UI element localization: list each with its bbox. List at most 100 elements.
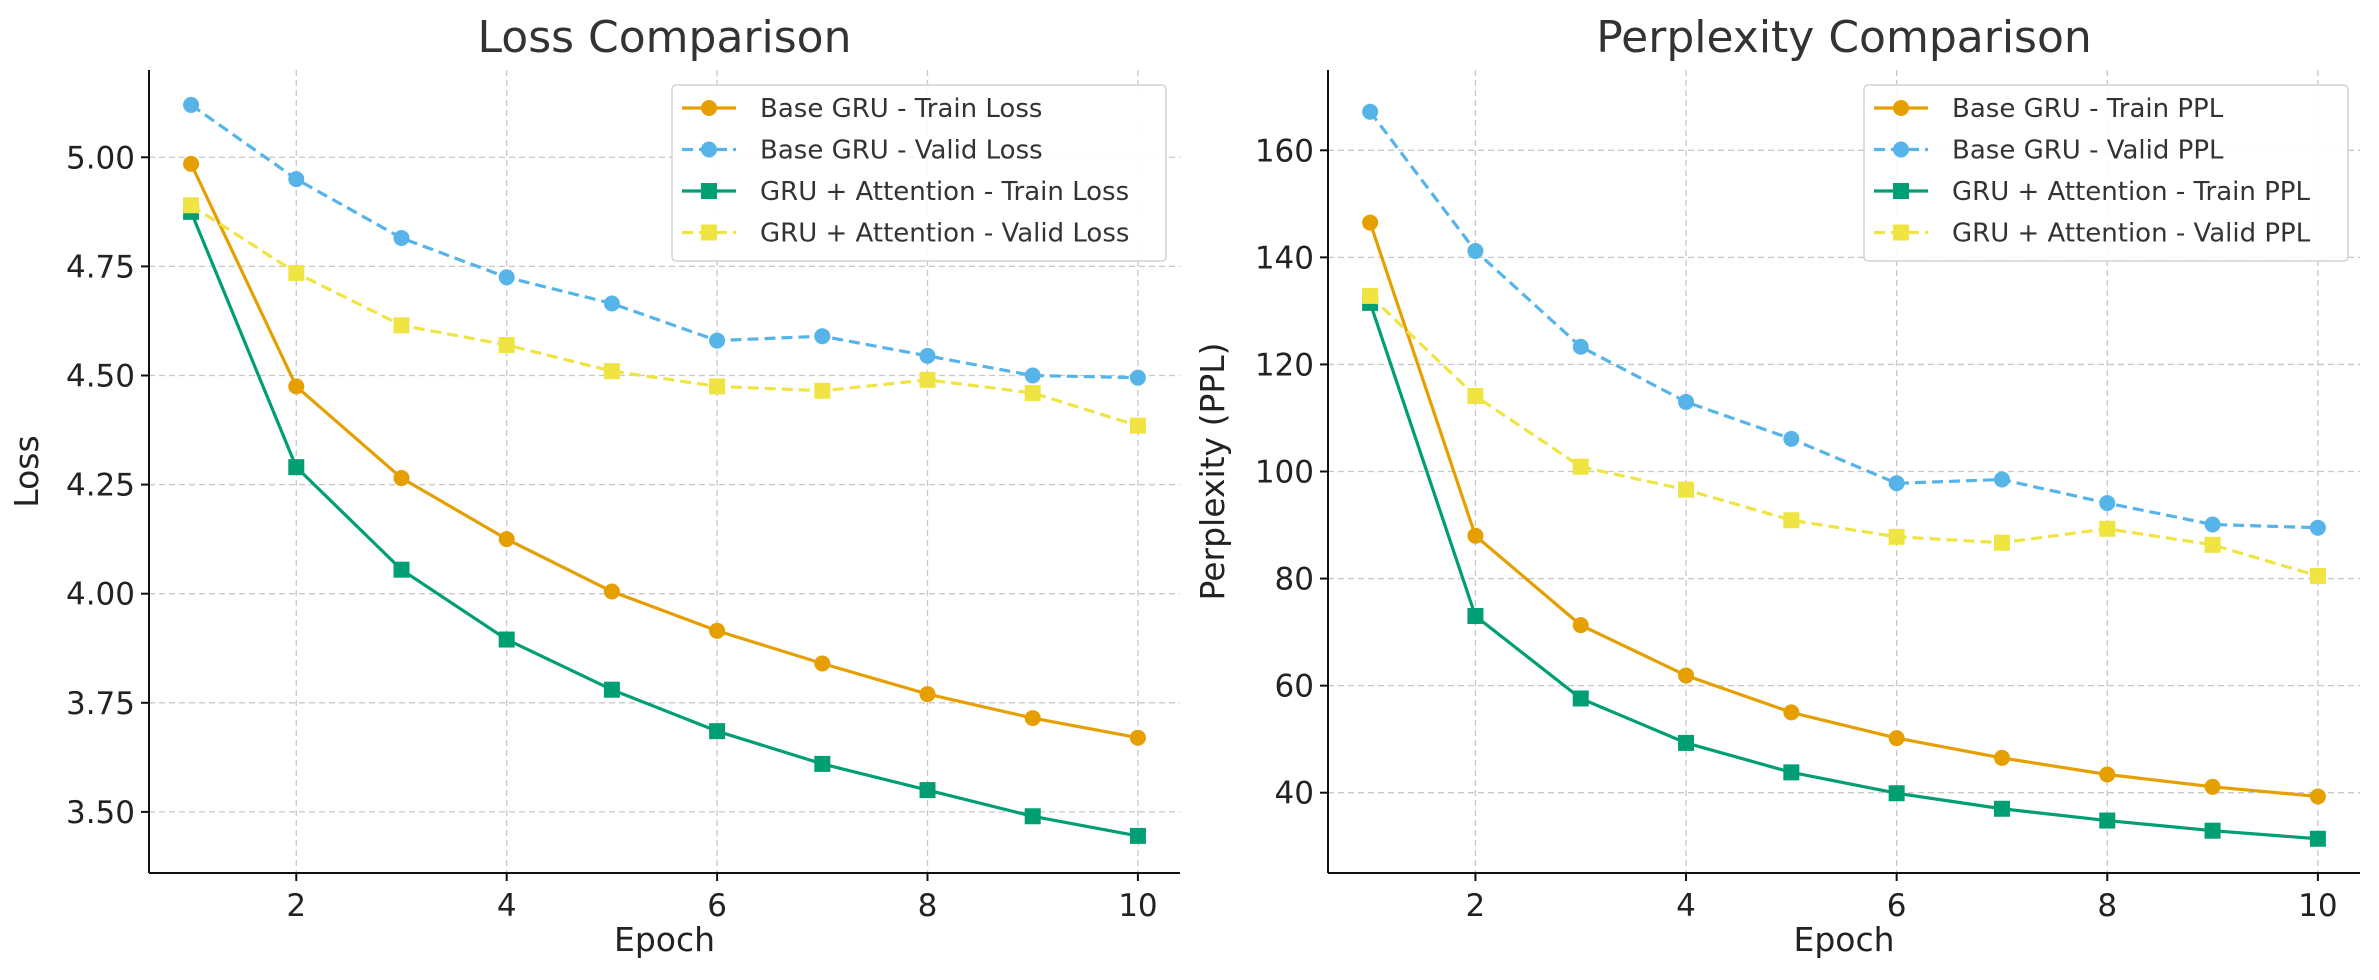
x-axis-label: Epoch bbox=[614, 920, 715, 959]
data-point bbox=[1888, 528, 1905, 545]
legend-label: GRU + Attention - Valid Loss bbox=[760, 219, 1129, 249]
x-tick-label: 4 bbox=[1676, 888, 1696, 924]
y-tick-label: 160 bbox=[1255, 133, 1314, 169]
data-point bbox=[1129, 729, 1146, 746]
y-tick-label: 40 bbox=[1275, 776, 1314, 812]
data-point bbox=[2204, 516, 2221, 533]
y-tick-label: 4.00 bbox=[66, 577, 135, 613]
data-point bbox=[1783, 704, 1800, 721]
data-point bbox=[709, 332, 726, 349]
data-point bbox=[1783, 430, 1800, 447]
data-point bbox=[1572, 617, 1589, 634]
data-point bbox=[498, 269, 515, 286]
legend-label: Base GRU - Valid Loss bbox=[760, 136, 1043, 166]
y-tick-label: 5.00 bbox=[66, 140, 135, 176]
y-tick-label: 4.75 bbox=[66, 249, 135, 285]
y-axis-label: Loss bbox=[7, 435, 46, 507]
data-point bbox=[709, 723, 726, 740]
y-tick-label: 100 bbox=[1255, 455, 1314, 491]
data-point bbox=[183, 197, 200, 214]
data-point bbox=[288, 459, 305, 476]
x-tick-label: 4 bbox=[497, 888, 517, 924]
x-tick-label: 6 bbox=[1887, 888, 1907, 924]
series-line bbox=[1369, 294, 2319, 578]
legend-box bbox=[671, 84, 1167, 262]
data-point bbox=[603, 583, 620, 600]
series-line bbox=[1368, 110, 2318, 530]
series-line bbox=[1368, 222, 2319, 799]
data-point bbox=[1993, 749, 2010, 766]
data-point bbox=[1024, 384, 1041, 401]
data-point bbox=[1783, 512, 1800, 529]
data-point bbox=[288, 171, 305, 188]
data-point bbox=[2099, 520, 2116, 537]
data-point bbox=[393, 561, 410, 578]
data-point bbox=[1024, 367, 1041, 384]
data-point bbox=[2309, 830, 2326, 847]
data-point bbox=[1572, 458, 1589, 475]
data-point bbox=[709, 378, 726, 395]
x-tick-label: 8 bbox=[2097, 888, 2117, 924]
data-point bbox=[1129, 369, 1146, 386]
data-point bbox=[393, 230, 410, 247]
legend-marker bbox=[1893, 224, 1909, 241]
data-point bbox=[1362, 103, 1379, 120]
x-tick-label: 6 bbox=[707, 888, 727, 924]
data-point bbox=[1888, 785, 1905, 802]
x-tick-label: 2 bbox=[286, 888, 306, 924]
data-point bbox=[919, 782, 936, 799]
legend-label: GRU + Attention - Train PPL bbox=[1952, 177, 2310, 207]
series-line bbox=[190, 203, 1139, 428]
data-point bbox=[498, 531, 515, 548]
data-point bbox=[183, 96, 200, 113]
data-point bbox=[2204, 778, 2221, 795]
data-point bbox=[1129, 827, 1146, 844]
legend-marker bbox=[701, 141, 717, 158]
legend-box bbox=[1863, 84, 2349, 262]
data-point bbox=[2099, 495, 2116, 512]
data-point bbox=[1888, 475, 1905, 492]
data-point bbox=[2099, 766, 2116, 783]
legend-label: GRU + Attention - Valid PPL bbox=[1952, 219, 2311, 249]
x-tick-label: 8 bbox=[918, 888, 938, 924]
data-point bbox=[1783, 764, 1800, 781]
data-point bbox=[1362, 214, 1379, 231]
legend-marker bbox=[701, 224, 717, 241]
data-point bbox=[814, 755, 831, 772]
data-point bbox=[2099, 812, 2116, 829]
data-point bbox=[498, 631, 515, 648]
data-point bbox=[919, 347, 936, 364]
data-point bbox=[1678, 667, 1695, 684]
data-point bbox=[2204, 536, 2221, 553]
data-point bbox=[2309, 519, 2326, 536]
x-tick-label: 10 bbox=[2298, 888, 2337, 924]
data-point bbox=[1467, 388, 1484, 405]
chart-title: Perplexity Comparison bbox=[1596, 12, 2092, 63]
data-point bbox=[603, 295, 620, 312]
y-tick-label: 120 bbox=[1255, 347, 1314, 383]
legend-marker bbox=[1893, 100, 1909, 116]
data-point bbox=[1888, 730, 1905, 747]
data-point bbox=[709, 622, 726, 639]
data-point bbox=[814, 328, 831, 345]
y-tick-label: 4.50 bbox=[66, 358, 135, 394]
data-point bbox=[1678, 481, 1695, 498]
x-tick-label: 10 bbox=[1118, 888, 1157, 924]
x-tick-label: 2 bbox=[1466, 888, 1486, 924]
data-point bbox=[1678, 393, 1695, 410]
data-point bbox=[603, 681, 620, 698]
data-point bbox=[393, 317, 410, 334]
data-point bbox=[498, 336, 515, 353]
data-point bbox=[2204, 822, 2221, 839]
data-point bbox=[1024, 710, 1041, 727]
y-tick-label: 3.50 bbox=[66, 795, 135, 831]
data-point bbox=[1572, 338, 1589, 355]
data-point bbox=[288, 264, 305, 281]
legend-marker bbox=[701, 183, 717, 199]
series-line bbox=[190, 103, 1138, 380]
legend-label: Base GRU - Train Loss bbox=[760, 94, 1042, 124]
perplexity-chart: 2 4 6 8 10 40 60 80 100 120 140 160 Perplexity Compa… bbox=[1193, 12, 2360, 959]
series-line bbox=[189, 163, 1139, 740]
data-point bbox=[2309, 567, 2326, 584]
